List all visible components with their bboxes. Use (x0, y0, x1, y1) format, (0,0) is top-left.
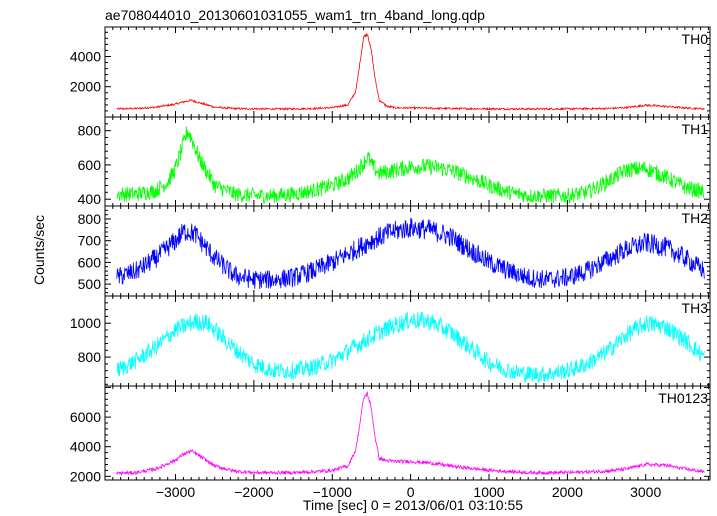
y-tick-label: 700 (78, 233, 102, 249)
y-tick-label: 800 (78, 123, 102, 139)
y-tick-label: 600 (78, 254, 102, 270)
series-line-th2 (116, 217, 705, 290)
y-tick-label: 2000 (70, 79, 101, 95)
y-axis-label: Counts/sec (31, 215, 47, 285)
y-tick-label: 4000 (70, 49, 101, 65)
series-line-th3 (116, 311, 705, 384)
panel-frame (104, 116, 711, 207)
panel-label-th1: TH1 (682, 121, 709, 137)
panel-label-th0123: TH0123 (658, 390, 708, 406)
panel-th3: 800 1000 TH3 (70, 295, 711, 387)
chart-title: ae708044010_20130601031055_wam1_trn_4ban… (105, 7, 485, 23)
panel-th0123: 2000 4000 6000 TH0123 (70, 385, 711, 484)
y-tick-label: 800 (78, 349, 102, 365)
panel-th1: 400 600 800 TH1 (78, 116, 711, 207)
y-tick-label: 1000 (70, 315, 101, 331)
y-tick-label: 4000 (70, 439, 101, 455)
x-tick-label: 1000 (473, 484, 504, 500)
x-tick-label: 0 (407, 484, 415, 500)
x-tick-label: −1000 (313, 484, 353, 500)
panels: 2000 4000 TH0 400 600 800 TH1 500 600 700 800 TH2 80… (70, 26, 711, 500)
x-tick-label: 2000 (552, 484, 583, 500)
y-tick-label: 6000 (70, 409, 101, 425)
panel-th2: 500 600 700 800 TH2 (78, 205, 711, 297)
series-line-th0 (116, 32, 705, 111)
x-tick-label: −3000 (156, 484, 196, 500)
panel-label-th2: TH2 (682, 210, 709, 226)
panel-frame (104, 26, 711, 118)
y-tick-label: 2000 (70, 468, 101, 484)
panel-frame (104, 385, 711, 481)
series-line-th1 (116, 126, 705, 204)
x-tick-label: 3000 (630, 484, 661, 500)
x-axis-label: Time [sec] 0 = 2013/06/01 03:10:55 (303, 497, 523, 513)
y-tick-label: 600 (78, 157, 102, 173)
series-line-th0123 (116, 390, 705, 477)
panel-label-th3: TH3 (682, 300, 709, 316)
y-tick-label: 800 (78, 211, 102, 227)
y-tick-label: 500 (78, 276, 102, 292)
y-tick-label: 400 (78, 191, 102, 207)
x-tick-label: −2000 (234, 484, 274, 500)
panel-th0: 2000 4000 TH0 (70, 26, 711, 118)
panel-label-th0: TH0 (682, 31, 709, 47)
